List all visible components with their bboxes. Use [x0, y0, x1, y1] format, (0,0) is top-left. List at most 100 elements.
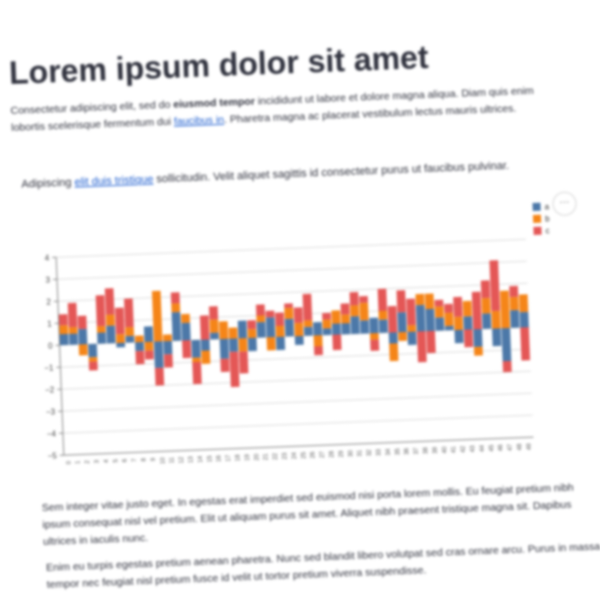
bar-c-23[interactable]: [275, 312, 284, 326]
bar-a-23[interactable]: [276, 337, 285, 351]
bar-a-34[interactable]: [379, 319, 388, 333]
bar-b-25[interactable]: [294, 323, 303, 337]
faucibus-link[interactable]: faucibus in: [174, 114, 225, 128]
bar-c-40[interactable]: [434, 300, 443, 307]
bar-c-35[interactable]: [388, 306, 398, 333]
bar-b-22[interactable]: [267, 337, 276, 351]
bar-a-30[interactable]: [341, 323, 350, 334]
bar-a-27[interactable]: [313, 322, 322, 336]
bar-c-30[interactable]: [341, 303, 350, 314]
bar-c-12[interactable]: [171, 292, 180, 303]
bar-c-49[interactable]: [520, 327, 530, 360]
bar-c-33[interactable]: [370, 340, 379, 351]
bar-c-26[interactable]: [303, 294, 313, 321]
bar-a-12[interactable]: [172, 312, 182, 341]
bar-a-8[interactable]: [135, 342, 144, 351]
bar-a-4[interactable]: [97, 332, 106, 343]
bar-c-25[interactable]: [294, 307, 303, 323]
bar-c-9[interactable]: [145, 350, 154, 359]
bar-c-2[interactable]: [78, 316, 87, 330]
bar-b-37[interactable]: [407, 325, 416, 332]
bar-b-15[interactable]: [201, 350, 210, 364]
bar-a-33[interactable]: [369, 318, 378, 334]
bar-b-38[interactable]: [415, 294, 424, 305]
bar-b-46[interactable]: [491, 311, 500, 329]
bar-a-9[interactable]: [144, 326, 153, 342]
bar-b-0[interactable]: [59, 325, 68, 334]
bar-c-32[interactable]: [359, 296, 368, 303]
bar-b-45[interactable]: [481, 298, 490, 314]
bar-a-1[interactable]: [69, 334, 78, 345]
bar-b-47[interactable]: [500, 291, 510, 329]
bar-c-10[interactable]: [155, 368, 164, 386]
bar-c-37[interactable]: [406, 299, 416, 326]
bar-b-32[interactable]: [359, 303, 368, 321]
bar-c-38[interactable]: [417, 331, 427, 362]
bar-c-18[interactable]: [230, 352, 240, 388]
bar-a-16[interactable]: [210, 333, 219, 340]
bar-c-47[interactable]: [503, 361, 512, 372]
bar-b-7[interactable]: [125, 327, 134, 336]
bar-b-19[interactable]: [238, 338, 247, 352]
bar-b-3[interactable]: [89, 357, 98, 362]
bar-a-0[interactable]: [60, 334, 69, 345]
bar-b-14[interactable]: [192, 357, 201, 362]
bar-b-41[interactable]: [444, 313, 453, 327]
bar-a-20[interactable]: [248, 338, 257, 352]
bar-a-14[interactable]: [191, 340, 200, 358]
bar-a-11[interactable]: [163, 341, 172, 355]
bar-a-48[interactable]: [510, 310, 519, 328]
bar-b-40[interactable]: [435, 306, 444, 317]
bar-b-34[interactable]: [378, 311, 387, 320]
bar-c-48[interactable]: [509, 286, 518, 297]
bar-c-45[interactable]: [481, 280, 490, 298]
bar-c-0[interactable]: [59, 314, 68, 325]
bar-a-21[interactable]: [257, 322, 266, 338]
bar-b-36[interactable]: [398, 332, 407, 341]
bar-b-12[interactable]: [171, 303, 180, 312]
bar-c-24[interactable]: [284, 303, 293, 308]
bar-c-4[interactable]: [96, 295, 106, 326]
bar-a-41[interactable]: [445, 326, 454, 331]
bar-b-42[interactable]: [454, 317, 463, 331]
bar-b-6[interactable]: [116, 334, 125, 343]
bar-a-29[interactable]: [332, 323, 341, 334]
bar-b-31[interactable]: [350, 305, 359, 316]
bar-c-22[interactable]: [266, 311, 275, 318]
bar-b-10[interactable]: [152, 291, 163, 342]
bar-a-19[interactable]: [238, 320, 247, 338]
bar-c-14[interactable]: [192, 362, 201, 384]
bar-c-7[interactable]: [124, 298, 134, 327]
bar-b-13[interactable]: [181, 314, 190, 323]
bar-b-18[interactable]: [229, 327, 238, 338]
bar-c-21[interactable]: [256, 304, 265, 315]
bar-c-29[interactable]: [332, 334, 341, 350]
bar-b-1[interactable]: [69, 327, 78, 334]
bar-c-46[interactable]: [489, 260, 500, 311]
bar-b-33[interactable]: [370, 333, 379, 340]
bar-a-31[interactable]: [350, 316, 359, 334]
bar-a-2[interactable]: [78, 329, 87, 345]
bar-a-40[interactable]: [435, 317, 444, 331]
bar-c-16[interactable]: [209, 306, 218, 320]
bar-a-44[interactable]: [473, 329, 482, 347]
bar-b-49[interactable]: [519, 294, 528, 312]
bar-b-21[interactable]: [256, 315, 265, 322]
elit-duis-link[interactable]: elit duis tristique: [74, 174, 153, 189]
bar-a-17[interactable]: [220, 339, 229, 359]
bar-c-42[interactable]: [453, 297, 462, 317]
bar-b-26[interactable]: [304, 320, 313, 327]
bar-a-22[interactable]: [266, 317, 275, 337]
bar-a-49[interactable]: [520, 312, 529, 328]
bar-b-23[interactable]: [276, 326, 285, 337]
bar-c-43[interactable]: [464, 329, 473, 347]
bar-c-39[interactable]: [426, 331, 435, 353]
bar-a-35[interactable]: [389, 332, 398, 343]
bar-a-42[interactable]: [454, 330, 463, 344]
bar-b-29[interactable]: [331, 310, 340, 324]
bar-a-18[interactable]: [229, 338, 238, 352]
bar-c-15[interactable]: [200, 315, 210, 340]
bar-b-8[interactable]: [135, 335, 144, 342]
bar-b-28[interactable]: [322, 319, 331, 328]
bar-c-27[interactable]: [314, 346, 323, 355]
